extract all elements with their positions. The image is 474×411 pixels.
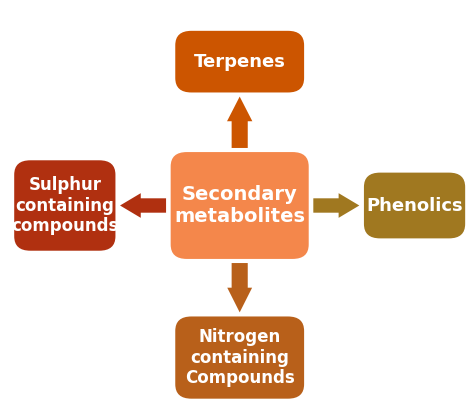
Text: Secondary
metabolites: Secondary metabolites — [174, 185, 305, 226]
FancyBboxPatch shape — [175, 316, 304, 399]
Text: Nitrogen
containing
Compounds: Nitrogen containing Compounds — [185, 328, 294, 388]
Polygon shape — [313, 193, 359, 218]
FancyBboxPatch shape — [364, 173, 465, 238]
FancyBboxPatch shape — [175, 31, 304, 92]
FancyBboxPatch shape — [14, 160, 116, 251]
Text: Terpenes: Terpenes — [194, 53, 286, 71]
FancyBboxPatch shape — [171, 152, 309, 259]
Polygon shape — [227, 263, 252, 312]
Polygon shape — [120, 193, 166, 218]
Text: Sulphur
containing
compounds: Sulphur containing compounds — [11, 175, 118, 236]
Text: Phenolics: Phenolics — [366, 196, 463, 215]
Polygon shape — [227, 97, 252, 148]
